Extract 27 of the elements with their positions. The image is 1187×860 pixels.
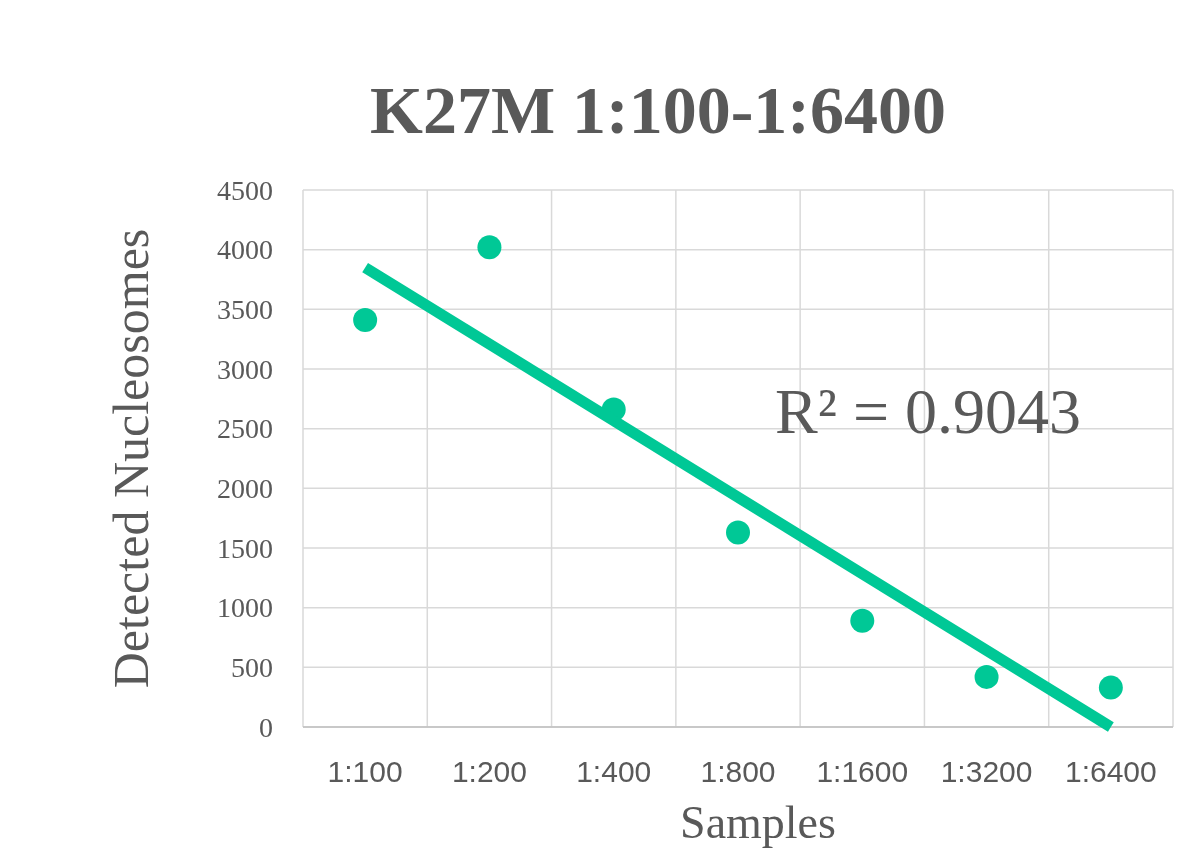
- y-axis-title: Detected Nucleosomes: [103, 228, 159, 689]
- y-tick-label: 3000: [217, 353, 273, 385]
- x-tick-label: 1:400: [576, 755, 652, 788]
- x-axis-title: Samples: [680, 797, 836, 848]
- y-tick-label: 2500: [217, 413, 273, 445]
- y-tick-label: 0: [259, 711, 273, 743]
- x-tick-label: 1:200: [451, 755, 527, 788]
- y-tick-label: 2000: [217, 473, 273, 505]
- x-tick-label: 1:3200: [940, 755, 1033, 788]
- y-tick-label: 500: [231, 652, 273, 684]
- y-tick-label: 1500: [217, 532, 273, 564]
- x-tick-label: 1:800: [700, 755, 776, 788]
- point: [726, 520, 750, 545]
- x-tick-label: 1:100: [327, 755, 403, 788]
- point: [850, 608, 875, 633]
- y-tick-label: 1000: [217, 592, 273, 624]
- point: [353, 308, 378, 333]
- x-tick-label: 1:1600: [816, 755, 909, 788]
- point: [1098, 675, 1123, 700]
- x-tick-label: 1:6400: [1064, 755, 1157, 788]
- point: [974, 664, 999, 689]
- y-tick-label: 4000: [217, 234, 273, 266]
- y-tick-label: 3500: [217, 294, 273, 326]
- y-tick-label: 4500: [217, 174, 273, 206]
- point: [477, 235, 502, 260]
- annotation: R² = 0.9043: [775, 376, 1081, 447]
- chart-title: K27M 1:100-1:6400: [369, 72, 947, 148]
